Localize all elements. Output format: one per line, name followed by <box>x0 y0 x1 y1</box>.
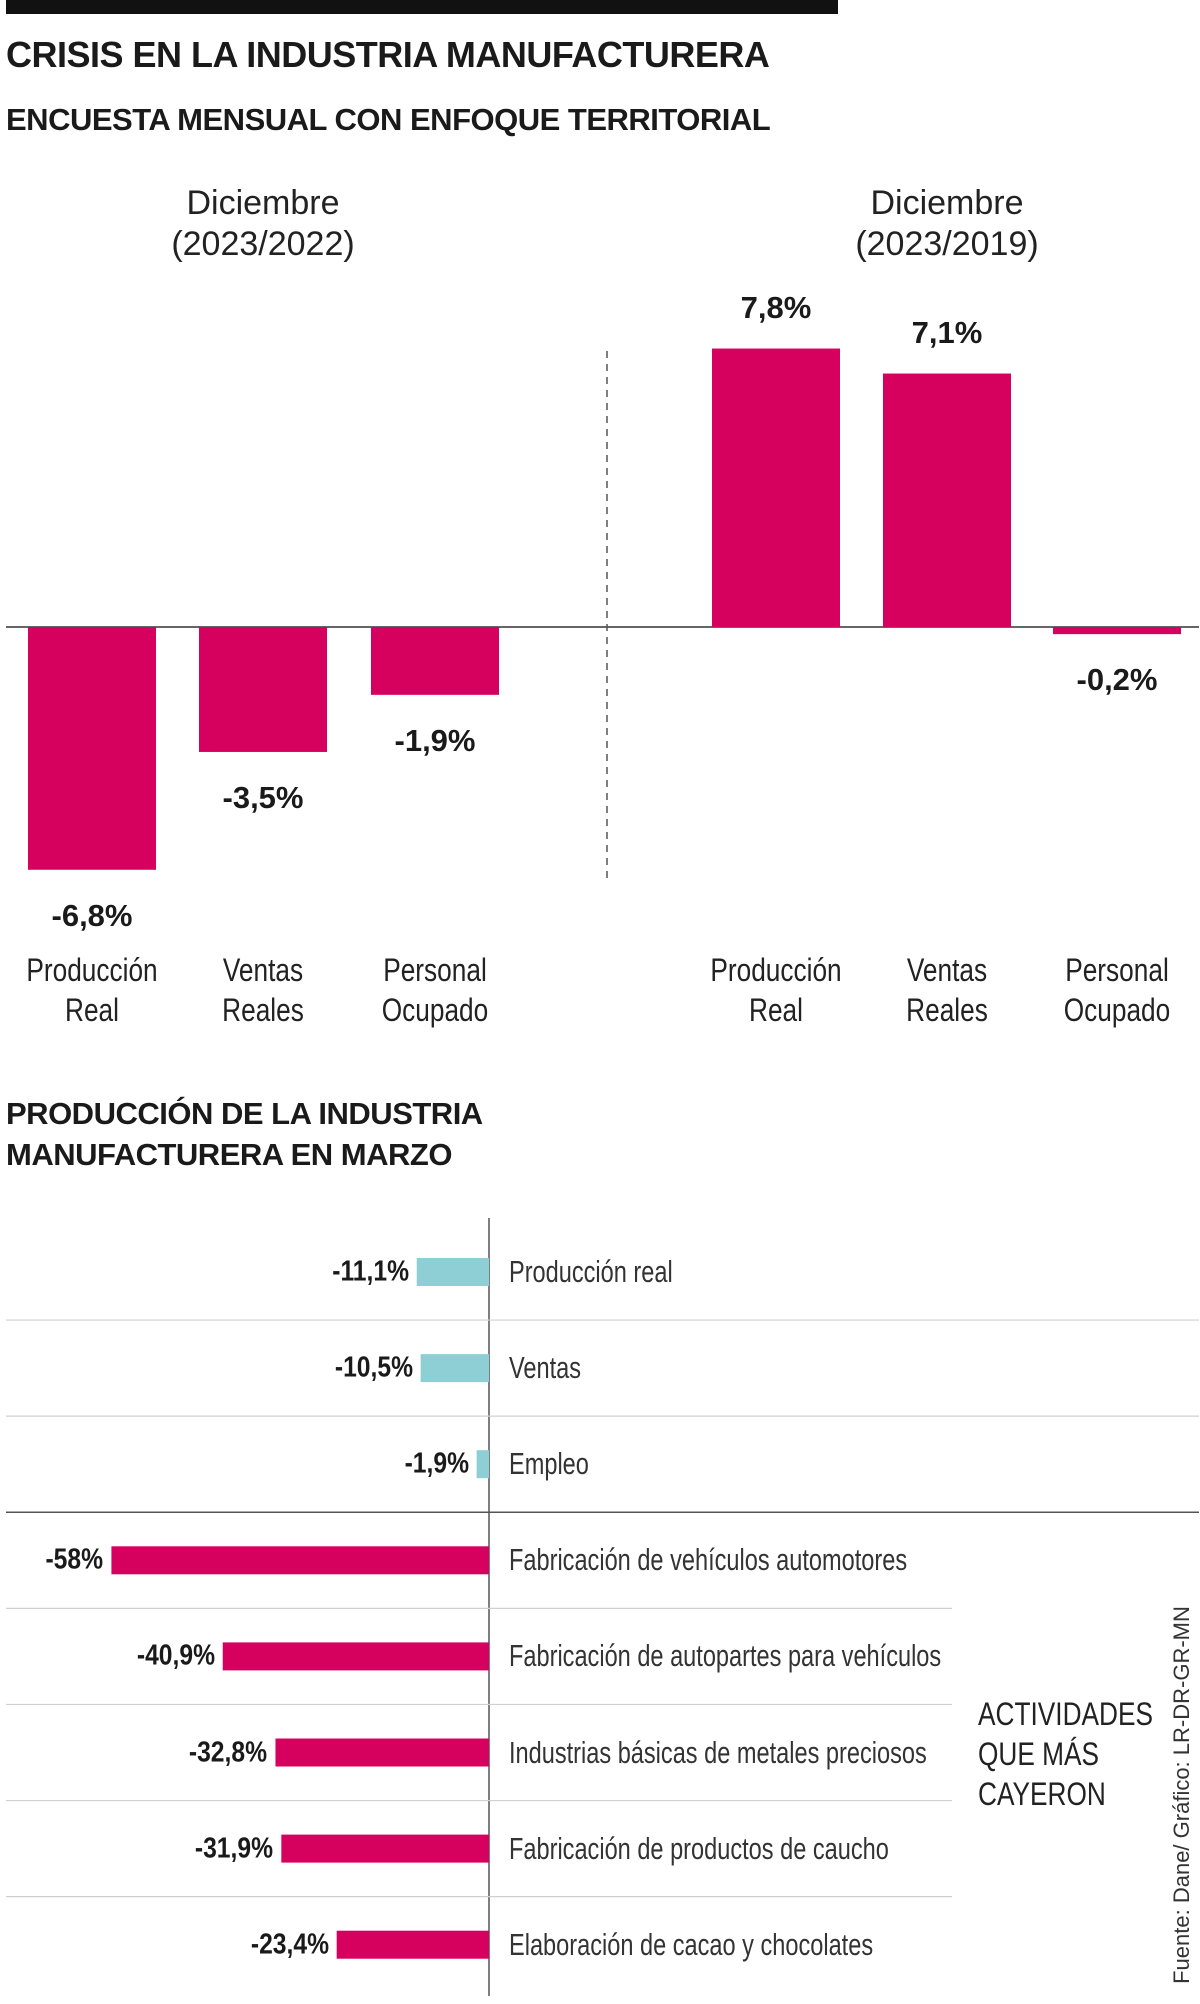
bar <box>111 1546 490 1575</box>
value-label: -3,5% <box>222 779 304 815</box>
value-label: 7,8% <box>740 289 812 325</box>
bar <box>420 1354 489 1383</box>
top-rule <box>6 0 838 14</box>
bar <box>1053 627 1181 635</box>
value-label: -11,1% <box>331 1255 409 1288</box>
bar <box>336 1930 489 1959</box>
value-label: -1,9% <box>404 1447 469 1480</box>
chart-title: PRODUCCIÓN DE LA INDUSTRIA MANUFACTURERA… <box>6 1096 482 1172</box>
bar <box>28 627 156 870</box>
category-label: Industrias básicas de metales preciosos <box>509 1734 927 1770</box>
value-label: -10,5% <box>334 1351 413 1384</box>
category-label: Producción real <box>509 1254 673 1289</box>
value-label: -31,9% <box>195 1832 274 1865</box>
bar <box>416 1258 489 1286</box>
chart-subtitle: ENCUESTA MENSUAL CON ENFOQUE TERRITORIAL <box>6 102 771 137</box>
bar <box>222 1642 489 1671</box>
bar <box>476 1450 489 1479</box>
category-label: Producción Real <box>26 952 158 1028</box>
bar <box>883 373 1011 627</box>
category-label: Elaboración de cacao y chocolates <box>509 1926 874 1962</box>
source: Fuente: Dane/ Gráfico: LR-DR-GR-MN <box>1169 1606 1194 1984</box>
category-label: Ventas <box>509 1350 582 1386</box>
category-label: Fabricación de productos de caucho <box>509 1830 889 1866</box>
group-header: Diciembre (2023/2022) <box>171 184 355 263</box>
group-header: Diciembre (2023/2019) <box>855 184 1039 263</box>
annotation: ACTIVIDADES QUE MÁS CAYERON <box>978 1696 1153 1812</box>
chart-title: CRISIS EN LA INDUSTRIA MANUFACTURERA <box>6 34 770 75</box>
value-label: -1,9% <box>394 722 476 758</box>
category-label: Personal Ocupado <box>381 952 489 1028</box>
value-label: -58% <box>45 1543 104 1576</box>
value-label: -32,8% <box>189 1736 268 1768</box>
category-label: Fabricación de autopartes para vehículos <box>509 1638 942 1674</box>
category-label: Ventas Reales <box>906 952 988 1028</box>
category-label: Personal Ocupado <box>1063 952 1171 1028</box>
value-label: 7,1% <box>911 314 983 350</box>
value-label: -23,4% <box>250 1928 329 1961</box>
category-label: Ventas Reales <box>222 952 304 1028</box>
value-label: -40,9% <box>136 1639 215 1672</box>
category-label: Producción Real <box>710 952 842 1028</box>
category-label: Fabricación de vehículos automotores <box>509 1542 908 1578</box>
bar <box>275 1738 489 1767</box>
bar <box>712 348 840 627</box>
bar <box>281 1834 489 1863</box>
category-label: Empleo <box>509 1446 589 1482</box>
bar <box>199 627 327 752</box>
value-label: -6,8% <box>51 897 133 933</box>
value-label: -0,2% <box>1076 662 1158 698</box>
bar <box>371 627 499 695</box>
